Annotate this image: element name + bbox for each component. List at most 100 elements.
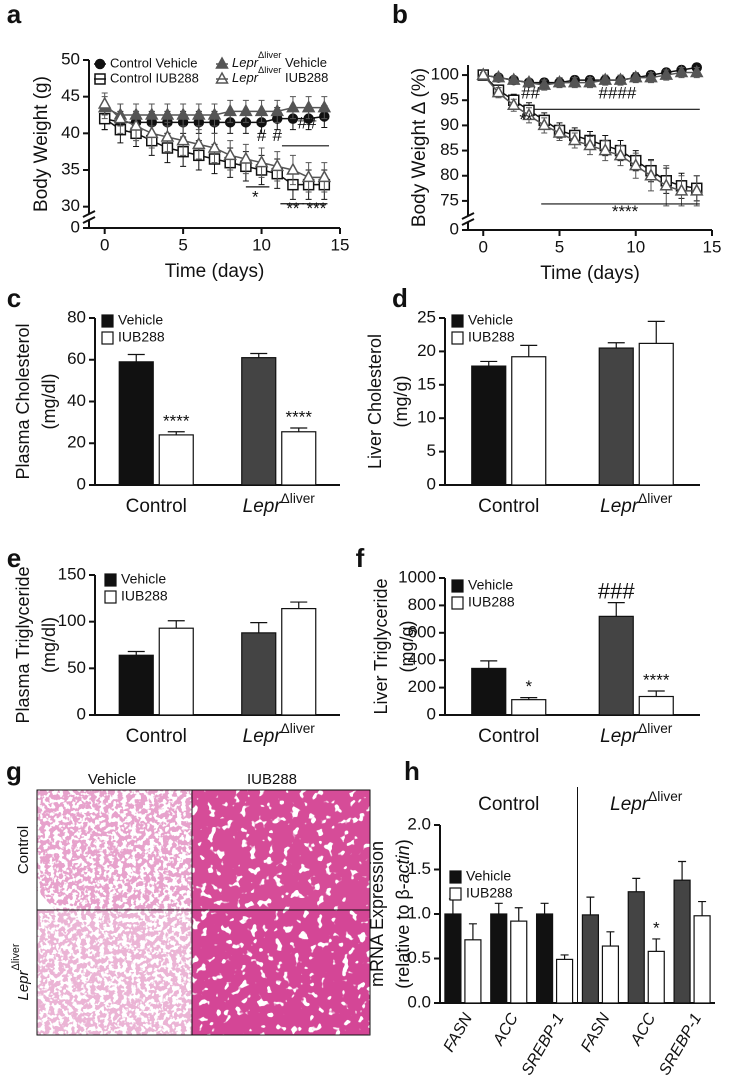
error-bar xyxy=(560,954,569,960)
data-point xyxy=(129,118,143,131)
bar xyxy=(471,365,507,486)
error-bar xyxy=(468,923,477,940)
row-label: LeprΔliver xyxy=(10,943,32,1000)
legend-marker xyxy=(215,71,229,84)
y-axis-title: mRNA Expression xyxy=(367,841,387,987)
data-point xyxy=(613,148,628,161)
data-point xyxy=(254,103,269,117)
data-point xyxy=(552,75,567,88)
bar xyxy=(281,607,317,716)
y-tick-label: 600 xyxy=(408,622,436,641)
error-bar xyxy=(652,938,661,952)
x-tick-label: SREBP-1 xyxy=(519,1011,568,1079)
axis-break xyxy=(82,210,96,224)
legend-swatch xyxy=(451,596,464,610)
data-point xyxy=(613,72,628,85)
significance-label: **** xyxy=(643,671,670,690)
legend-label: IUB288 xyxy=(468,594,515,610)
bar xyxy=(490,913,508,1004)
bar xyxy=(118,361,154,486)
data-point xyxy=(317,100,332,113)
x-tick-label: 5 xyxy=(555,237,564,256)
error-bar xyxy=(678,860,687,881)
y-tick-label: 15 xyxy=(417,374,436,393)
y-axis-title: Body Weight (g) xyxy=(31,76,52,212)
data-point xyxy=(537,117,552,131)
data-point xyxy=(628,158,643,171)
y-tick-label: 85 xyxy=(440,140,459,159)
bar xyxy=(158,434,194,486)
data-point xyxy=(254,155,269,168)
x-tick-label: 10 xyxy=(252,235,271,254)
y-tick-label: 75 xyxy=(440,190,459,209)
legend-swatch xyxy=(449,887,462,901)
y-tick-label: 35 xyxy=(61,159,80,178)
data-point xyxy=(659,67,674,80)
x-tick-label: 0 xyxy=(100,235,109,254)
error-bar xyxy=(127,353,145,362)
bar xyxy=(598,615,634,716)
significance-label: **** xyxy=(286,407,313,426)
bar xyxy=(511,356,547,486)
bar xyxy=(638,695,674,716)
x-tick-label: 15 xyxy=(703,237,722,256)
y-tick-label: 0 xyxy=(427,474,436,493)
legend-label: IUB288 xyxy=(118,329,165,345)
panel-label: c xyxy=(7,283,21,313)
x-tick-label: Control xyxy=(126,496,187,517)
data-point xyxy=(192,107,206,120)
panel-label: g xyxy=(6,756,22,786)
legend-label: Vehicle xyxy=(118,312,163,328)
data-point xyxy=(491,85,506,98)
micrograph-texture xyxy=(37,790,192,910)
significance-label: * xyxy=(525,677,532,696)
y-tick-label: 0.0 xyxy=(407,992,431,1011)
panel-label: d xyxy=(392,283,408,313)
error-bar xyxy=(480,660,498,669)
y-tick-label: 40 xyxy=(67,391,86,410)
error-bar xyxy=(632,877,641,892)
legend-swatch xyxy=(101,331,114,345)
data-point xyxy=(286,162,300,175)
data-point xyxy=(301,100,316,113)
x-tick-label: SREBP-1 xyxy=(656,1011,705,1079)
error-bar xyxy=(167,620,185,629)
data-point xyxy=(674,64,689,78)
data-point xyxy=(160,107,175,120)
bar xyxy=(281,431,317,486)
y-tick-label: 50 xyxy=(61,49,80,68)
data-point xyxy=(239,151,253,164)
y-tick-label: 200 xyxy=(408,677,436,696)
error-bar xyxy=(698,900,707,916)
legend-label: Vehicle xyxy=(468,577,513,593)
y-axis-title: Liver Triglyceride xyxy=(371,578,391,714)
y-tick-label: 80 xyxy=(67,307,86,326)
legend-label: LeprΔliver Vehicle xyxy=(232,50,327,70)
annotation: # xyxy=(257,126,267,145)
y-tick-label: 1.5 xyxy=(407,859,431,878)
x-axis-title: Time (days) xyxy=(165,261,265,282)
error-bar xyxy=(250,352,268,358)
y-tick-label: 60 xyxy=(67,349,86,368)
legend-swatch xyxy=(104,573,117,587)
bar xyxy=(241,632,277,716)
y-axis-title: (mg/dl) xyxy=(39,617,59,673)
x-tick-label: LeprΔliver xyxy=(600,721,673,747)
y-tick-label: 10 xyxy=(417,408,436,427)
legend-label: Control IUB288 xyxy=(110,70,199,85)
y-tick-label: 95 xyxy=(440,90,459,109)
y-axis-title: Plasma Triglyceride xyxy=(13,566,33,723)
bar xyxy=(601,945,620,1004)
data-point xyxy=(598,72,613,85)
y-tick-label: 100 xyxy=(431,65,459,84)
y-tick-label: 150 xyxy=(58,564,86,583)
x-tick-label: LeprΔliver xyxy=(600,491,673,517)
legend-swatch xyxy=(101,314,114,328)
panel-label: f xyxy=(356,543,365,573)
significance-label: * xyxy=(653,918,660,937)
data-point xyxy=(583,75,597,88)
error-bar xyxy=(606,931,615,947)
data-point xyxy=(476,67,491,80)
y-tick-label: 0 xyxy=(450,219,459,238)
micrograph-texture xyxy=(192,910,370,1035)
